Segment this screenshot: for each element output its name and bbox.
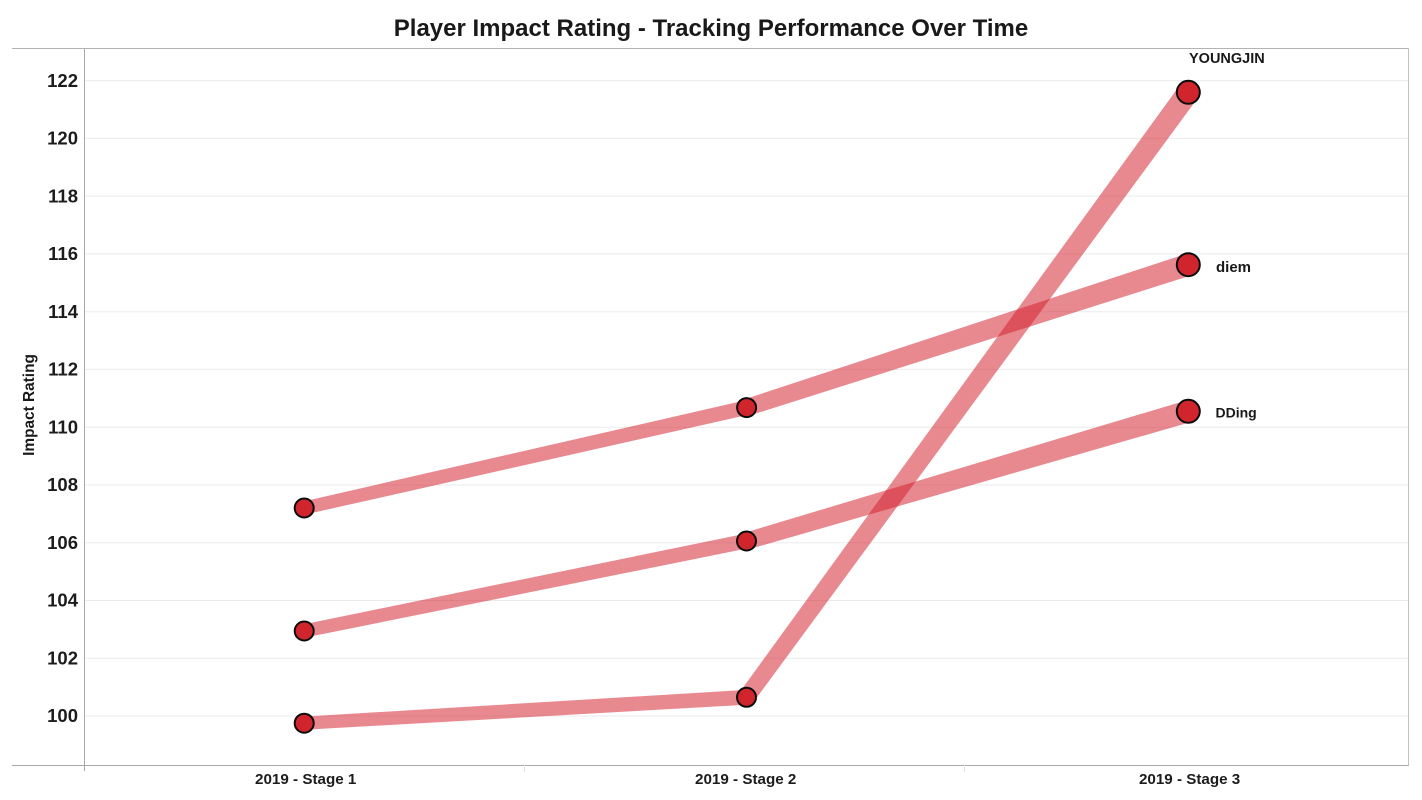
svg-text:104: 104	[47, 590, 79, 611]
svg-text:120: 120	[47, 128, 78, 149]
svg-text:122: 122	[47, 70, 78, 91]
svg-text:Impact Rating: Impact Rating	[21, 354, 38, 456]
svg-text:YOUNGJIN: YOUNGJIN	[1189, 51, 1265, 67]
svg-text:100: 100	[47, 705, 78, 726]
svg-text:116: 116	[48, 243, 78, 264]
svg-text:118: 118	[48, 185, 78, 206]
svg-text:DDing: DDing	[1216, 405, 1257, 421]
svg-text:Player Impact Rating - Trackin: Player Impact Rating - Tracking Performa…	[394, 15, 1028, 42]
svg-text:108: 108	[47, 474, 78, 495]
svg-text:110: 110	[48, 416, 78, 437]
svg-text:2019 - Stage 2: 2019 - Stage 2	[695, 771, 796, 788]
svg-text:114: 114	[48, 301, 79, 322]
svg-text:102: 102	[47, 647, 78, 668]
svg-text:112: 112	[48, 359, 78, 380]
svg-text:diem: diem	[1216, 259, 1251, 276]
svg-text:2019 - Stage 1: 2019 - Stage 1	[255, 771, 357, 788]
svg-text:2019 - Stage 3: 2019 - Stage 3	[1139, 771, 1240, 788]
svg-text:106: 106	[47, 532, 78, 553]
